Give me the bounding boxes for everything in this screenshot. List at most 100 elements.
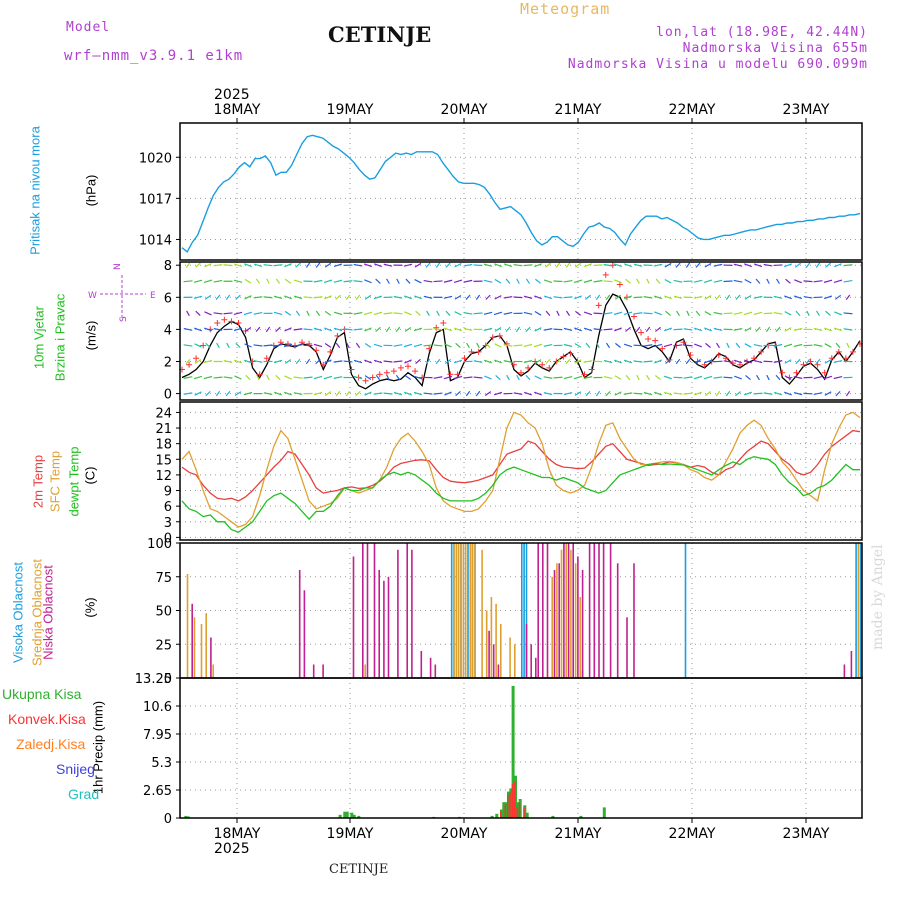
wind-vector xyxy=(233,279,243,283)
wind-vector xyxy=(305,358,311,365)
wind-vector xyxy=(213,279,223,283)
precip-total-bar xyxy=(352,814,356,818)
wind-vector xyxy=(453,375,463,380)
bottom-day-label: 21MAY xyxy=(555,826,602,842)
wind-vector xyxy=(636,278,640,284)
wind-vector xyxy=(273,359,283,364)
gust-marker xyxy=(800,361,807,368)
wind-vector xyxy=(423,279,433,283)
wind-vector xyxy=(563,391,573,396)
y-tick-label: 21 xyxy=(155,422,172,437)
wind-vector xyxy=(595,294,601,300)
wind-vector xyxy=(625,374,631,381)
wind-vector xyxy=(664,327,672,332)
y-tick-label: 10.6 xyxy=(143,700,172,715)
wind-vector xyxy=(633,296,643,299)
wind-vector xyxy=(815,262,821,268)
wind-vector xyxy=(293,328,303,331)
wind-vector xyxy=(253,263,263,267)
wind-vector xyxy=(443,327,453,332)
wind-vector xyxy=(313,296,323,299)
precip-total-bar xyxy=(495,813,499,818)
wind-vector xyxy=(263,344,273,347)
wind-vector xyxy=(423,392,433,395)
wind-vector xyxy=(403,263,413,267)
footer-station: CETINJE xyxy=(329,862,389,877)
wind-vector xyxy=(363,263,373,268)
wind-vector xyxy=(266,374,270,381)
wind-vector xyxy=(645,326,651,333)
cloud-mid-bar xyxy=(556,563,558,679)
wind-vector xyxy=(756,374,760,381)
wind-vector xyxy=(733,279,743,283)
y-tick-label: 15 xyxy=(155,453,172,468)
wind-vector xyxy=(333,327,343,332)
wind-vector xyxy=(664,278,672,284)
cloud-mid-bar xyxy=(212,664,214,678)
wind-vector xyxy=(253,344,263,347)
wind-vector xyxy=(463,279,473,283)
wind-vector xyxy=(375,278,381,284)
gust-marker xyxy=(595,302,602,309)
wind-vector xyxy=(553,296,563,299)
cloud-low-bar xyxy=(488,630,490,679)
wind-vector xyxy=(545,262,551,268)
precip-conv-bar xyxy=(523,807,525,818)
wind-vector xyxy=(713,327,723,332)
wind-vector xyxy=(444,391,452,396)
wind-vector xyxy=(203,359,213,364)
cloud-mid-bar xyxy=(551,576,553,679)
wind-vector xyxy=(503,344,513,347)
gust-marker xyxy=(320,361,327,368)
wind-vector xyxy=(273,264,283,267)
wind-vector xyxy=(426,310,430,317)
wind-vector xyxy=(516,278,520,284)
cloud-mid-bar xyxy=(570,549,572,679)
wind-vector xyxy=(215,294,221,300)
wind-vector xyxy=(815,358,821,365)
cloud-low-bar xyxy=(411,549,413,679)
cloud-low-bar xyxy=(616,563,619,679)
wind-vector xyxy=(324,310,332,316)
wind-vector xyxy=(293,279,303,283)
gust-marker xyxy=(327,348,334,355)
wind-vector xyxy=(324,343,332,348)
wind-vector xyxy=(705,391,711,397)
precip-total-bar xyxy=(345,811,349,818)
wind-vector xyxy=(693,295,703,299)
wind-vector xyxy=(273,343,283,348)
wind-vector xyxy=(543,392,553,396)
wind-vector xyxy=(353,280,363,283)
wind-vector xyxy=(423,344,433,347)
wind-vector xyxy=(673,344,683,347)
wind-vector xyxy=(315,262,321,268)
wind-vector xyxy=(843,312,853,315)
wind-vector xyxy=(734,391,742,397)
cloud-low-bar xyxy=(366,543,369,678)
precip-total-bar xyxy=(490,815,494,818)
wind-vector xyxy=(194,343,202,348)
cloud-mid-bar xyxy=(186,574,189,678)
wind-vector xyxy=(494,327,502,332)
precip-total-bar xyxy=(551,815,555,818)
gust-marker xyxy=(383,369,390,376)
wind-vector xyxy=(676,310,680,317)
wind-vector xyxy=(213,263,223,267)
cloud-mid-bar xyxy=(205,613,207,678)
wind-vector xyxy=(513,392,523,395)
wind-vector xyxy=(245,374,251,381)
cloud-low-bar xyxy=(843,664,846,678)
wind-vector xyxy=(253,296,263,299)
panel-frame xyxy=(179,261,863,401)
wind-vector xyxy=(183,344,193,347)
wind-vector xyxy=(303,376,313,379)
wind-vector xyxy=(256,374,260,381)
wind-vector xyxy=(194,327,202,332)
wind-vector xyxy=(414,279,422,284)
compass-n: N xyxy=(113,263,123,270)
wind-vector xyxy=(574,343,582,348)
cloud-mid-bar xyxy=(481,549,483,679)
wind-vector xyxy=(373,343,383,348)
wind-vector xyxy=(633,263,643,267)
